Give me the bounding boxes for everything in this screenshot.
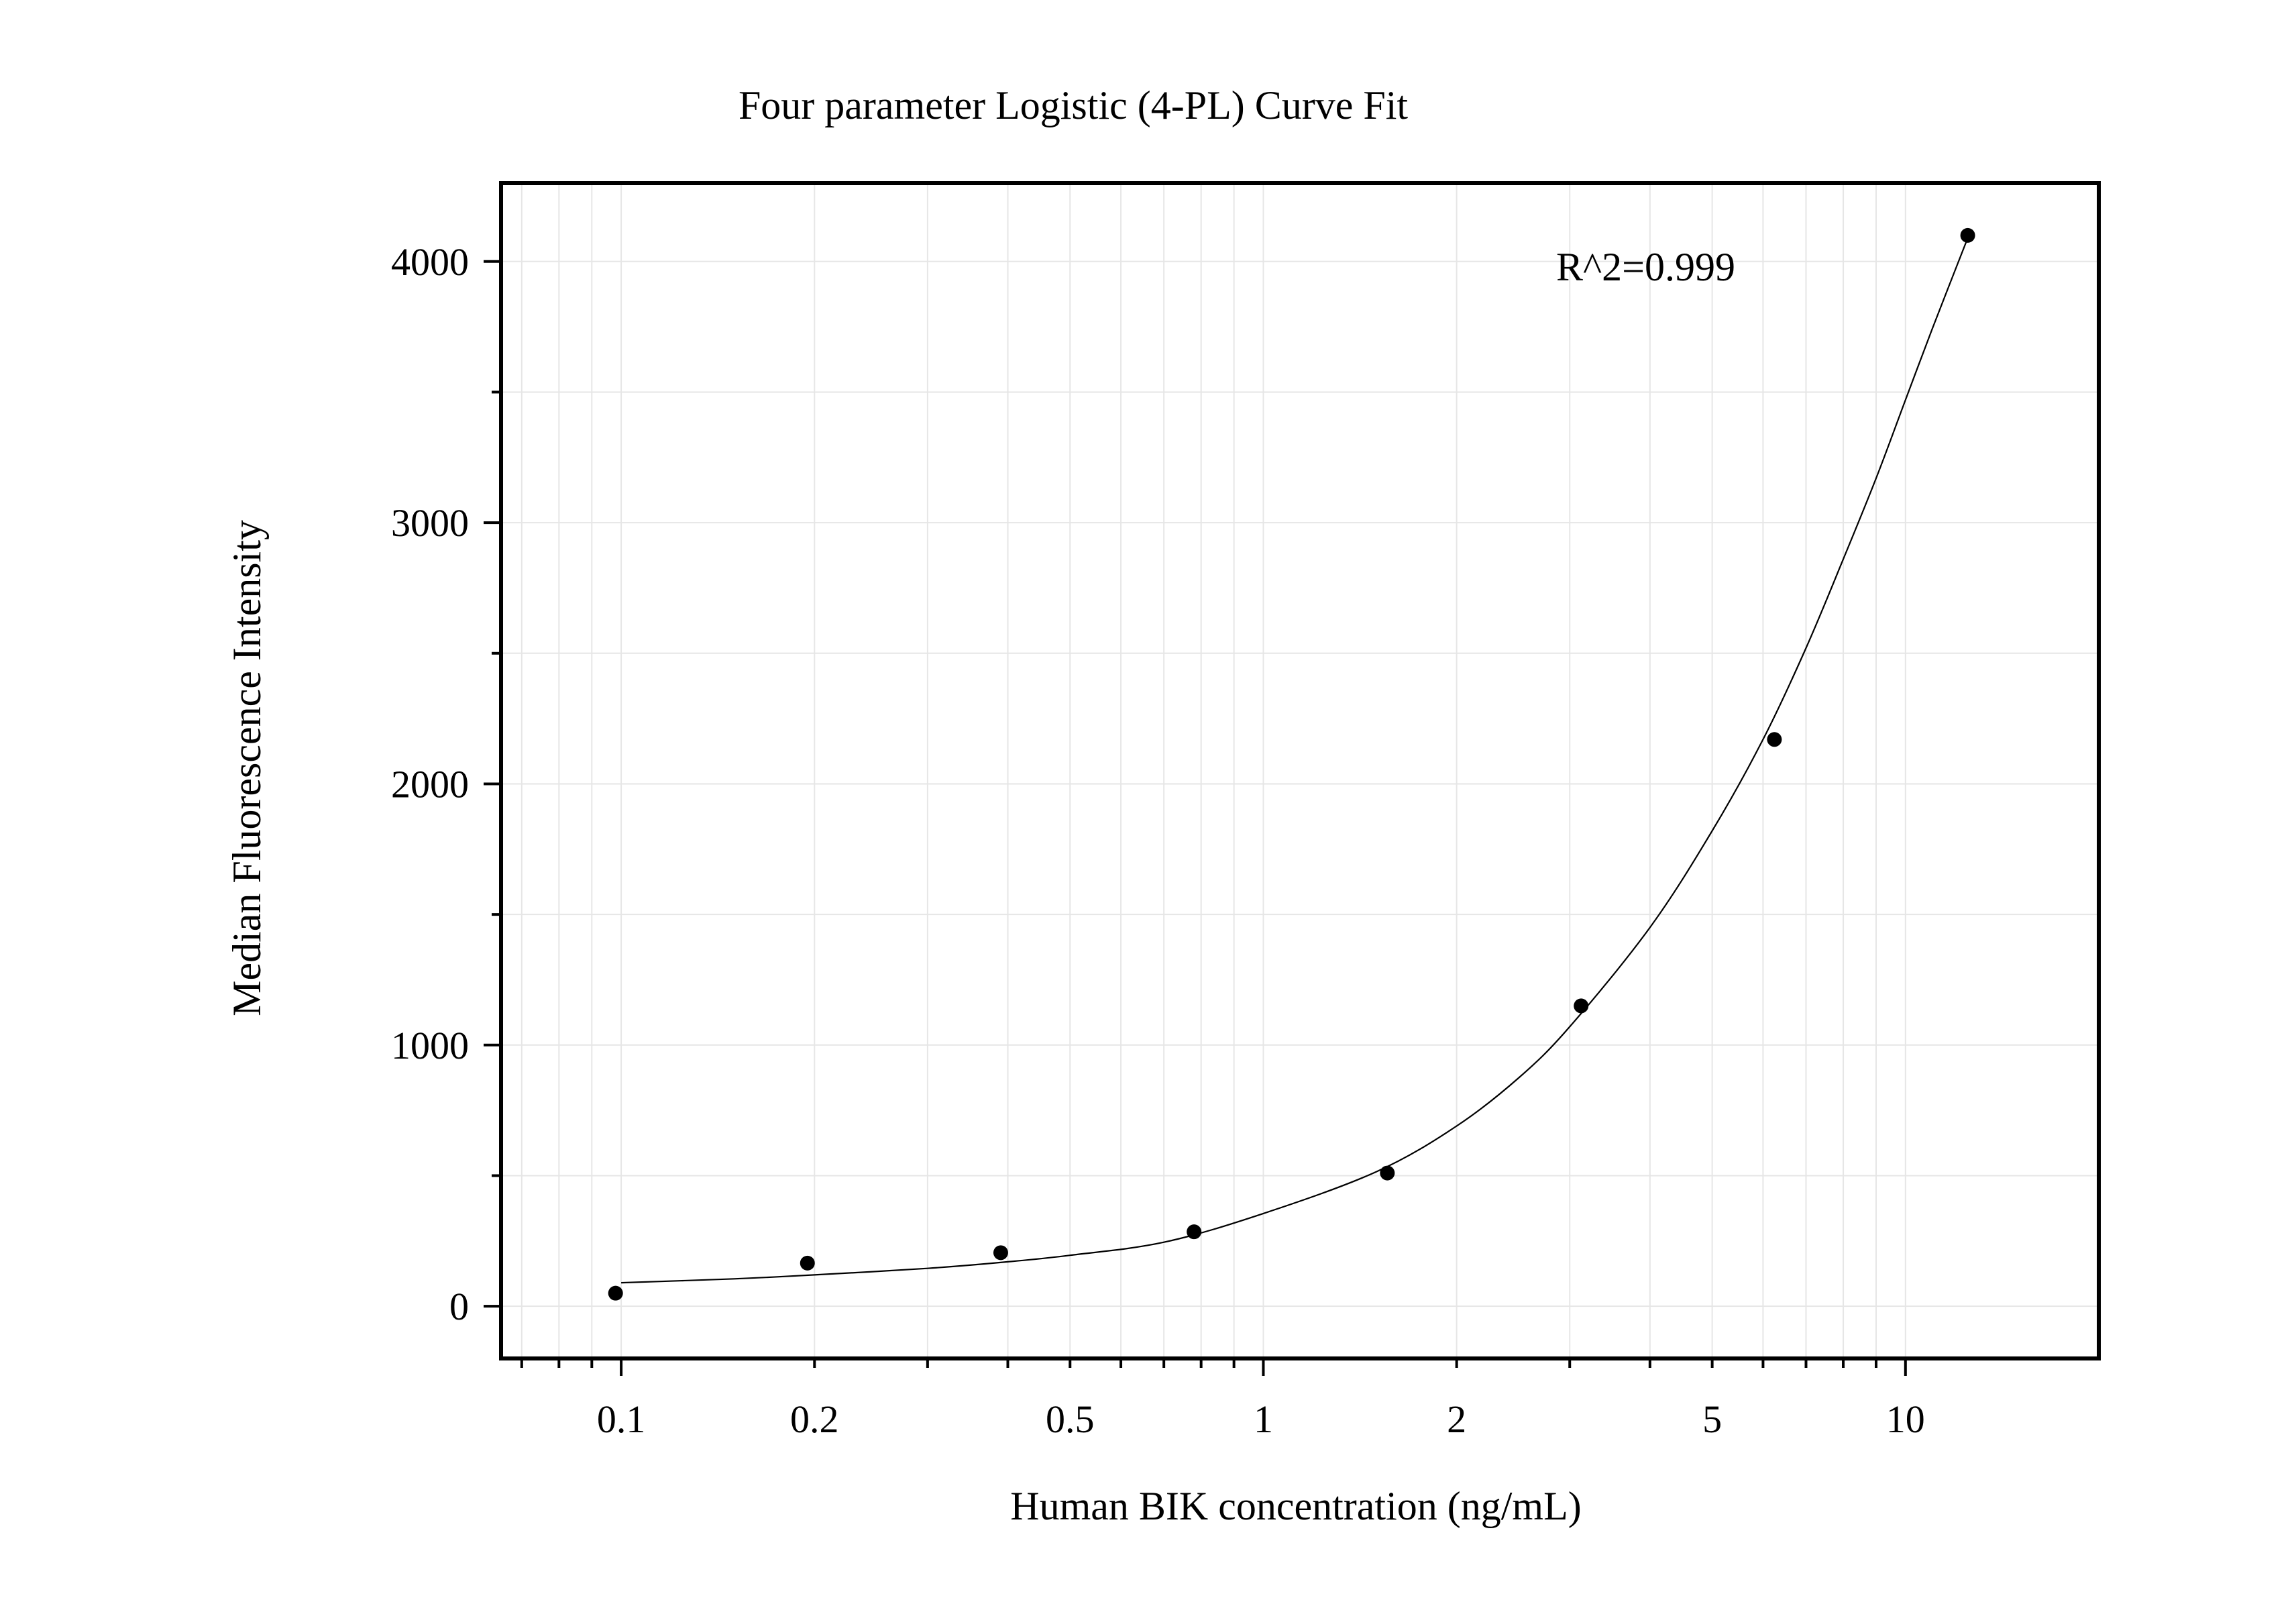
x-axis-label: Human BIK concentration (ng/mL) (1010, 1484, 1581, 1528)
data-point (608, 1285, 623, 1301)
x-tick-label: 1 (1254, 1397, 1273, 1441)
x-tick-label: 0.5 (1046, 1397, 1095, 1441)
tick-labels: 0.1 0.2 0.5 1 2 5 10 0 1000 2000 3000 4000 (391, 240, 1925, 1441)
data-points (608, 227, 1975, 1301)
y-tick-label: 0 (449, 1285, 469, 1328)
y-tick-label: 2000 (391, 762, 469, 806)
grid-lines (501, 183, 2099, 1358)
x-tick-label: 2 (1447, 1397, 1466, 1441)
r-squared-annotation: R^2=0.999 (1556, 245, 1735, 289)
data-point (1187, 1224, 1202, 1240)
data-point (993, 1245, 1008, 1261)
data-point (1960, 227, 1975, 243)
x-tick-label: 0.1 (597, 1397, 646, 1441)
data-point (800, 1255, 815, 1271)
data-point (1767, 732, 1782, 747)
plot-frame (499, 181, 2101, 1360)
y-tick-label: 1000 (391, 1024, 469, 1067)
x-tick-label: 0.2 (790, 1397, 839, 1441)
x-tick-label: 5 (1702, 1397, 1722, 1441)
x-tick-label: 10 (1886, 1397, 1925, 1441)
y-axis-label: Median Fluorescence Intensity (225, 520, 269, 1016)
data-point (1380, 1165, 1395, 1181)
y-tick-label: 4000 (391, 240, 469, 284)
data-point (1574, 998, 1589, 1014)
chart-title: Four parameter Logistic (4-PL) Curve Fit (739, 83, 1408, 127)
y-tick-label: 3000 (391, 501, 469, 545)
axis-ticks (484, 260, 1907, 1376)
fit-curve (621, 237, 1969, 1284)
